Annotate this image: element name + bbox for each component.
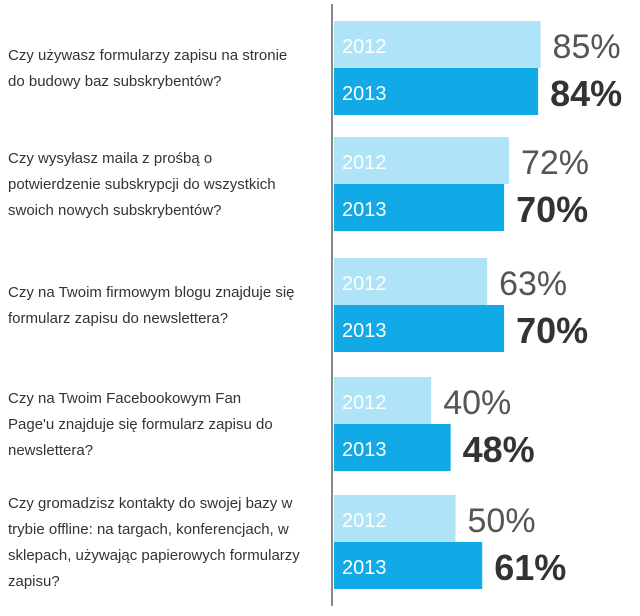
value-label-2013: 70% bbox=[516, 189, 588, 230]
question-label-line: formularz zapisu do newslettera? bbox=[8, 310, 228, 327]
question-label-line: do budowy baz subskrybentów? bbox=[8, 73, 221, 90]
bar-year-label: 2013 bbox=[342, 439, 387, 461]
question-label-line: newslettera? bbox=[8, 442, 93, 459]
question-label-line: swoich nowych subskrybentów? bbox=[8, 202, 221, 219]
bar-2013 bbox=[334, 68, 539, 115]
question-group: Czy na Twoim firmowym blogu znajduje się… bbox=[8, 258, 588, 352]
bar-year-label: 2012 bbox=[342, 392, 387, 414]
value-label-2012: 72% bbox=[521, 144, 589, 182]
question-label-line: potwierdzenie subskrypcji do wszystkich bbox=[8, 176, 276, 193]
bar-2013 bbox=[334, 305, 505, 352]
bar-2012 bbox=[334, 495, 456, 542]
value-label-2013: 61% bbox=[494, 547, 566, 588]
question-label-line: Czy wysyłasz maila z prośbą o bbox=[8, 150, 212, 167]
bar-2012 bbox=[334, 137, 509, 184]
bar-year-label: 2012 bbox=[342, 36, 387, 58]
bar-2013 bbox=[334, 184, 505, 231]
question-label: Czy używasz formularzy zapisu na stronie… bbox=[8, 47, 287, 90]
bar-year-label: 2012 bbox=[342, 152, 387, 174]
value-label-2012: 50% bbox=[468, 502, 536, 540]
question-label: Czy na Twoim firmowym blogu znajduje się… bbox=[8, 284, 295, 327]
bar-year-label: 2012 bbox=[342, 510, 387, 532]
question-label-line: Czy na Twoim firmowym blogu znajduje się bbox=[8, 284, 295, 301]
question-group: Czy używasz formularzy zapisu na stronie… bbox=[8, 21, 622, 115]
bar-year-label: 2013 bbox=[342, 199, 387, 221]
question-label-line: zapisu? bbox=[8, 573, 60, 590]
bar-groups: Czy używasz formularzy zapisu na stronie… bbox=[8, 21, 622, 590]
value-label-2012: 40% bbox=[443, 384, 511, 422]
bar-year-label: 2013 bbox=[342, 320, 387, 342]
value-label-2013: 48% bbox=[463, 429, 535, 470]
bar-2013 bbox=[334, 424, 451, 471]
bar-2012 bbox=[334, 377, 432, 424]
question-label-line: Czy na Twoim Facebookowym Fan bbox=[8, 390, 241, 407]
question-label-line: trybie offline: na targach, konferencjac… bbox=[8, 521, 289, 538]
bar-year-label: 2013 bbox=[342, 557, 387, 579]
bar-year-label: 2013 bbox=[342, 83, 387, 105]
bar-2012 bbox=[334, 21, 541, 68]
question-label-line: sklepach, używając papierowych formularz… bbox=[8, 547, 300, 564]
question-label-line: Czy gromadzisz kontakty do swojej bazy w bbox=[8, 495, 292, 512]
question-label-line: Page'u znajduje się formularz zapisu do bbox=[8, 416, 273, 433]
value-label-2012: 63% bbox=[499, 265, 567, 303]
bar-2012 bbox=[334, 258, 488, 305]
bar-year-label: 2012 bbox=[342, 273, 387, 295]
bar-2013 bbox=[334, 542, 483, 589]
question-group: Czy gromadzisz kontakty do swojej bazy w… bbox=[8, 495, 566, 590]
question-label: Czy gromadzisz kontakty do swojej bazy w… bbox=[8, 495, 300, 590]
question-label-line: Czy używasz formularzy zapisu na stronie bbox=[8, 47, 287, 64]
value-label-2012: 85% bbox=[553, 28, 621, 66]
question-label: Czy na Twoim Facebookowym Fan Page'u znaj… bbox=[8, 390, 273, 459]
value-label-2013: 70% bbox=[516, 310, 588, 351]
question-group: Czy na Twoim Facebookowym Fan Page'u znaj… bbox=[8, 377, 535, 471]
value-label-2013: 84% bbox=[550, 73, 622, 114]
question-group: Czy wysyłasz maila z prośbą o potwierdzen… bbox=[8, 137, 589, 231]
question-label: Czy wysyłasz maila z prośbą o potwierdzen… bbox=[8, 150, 276, 219]
